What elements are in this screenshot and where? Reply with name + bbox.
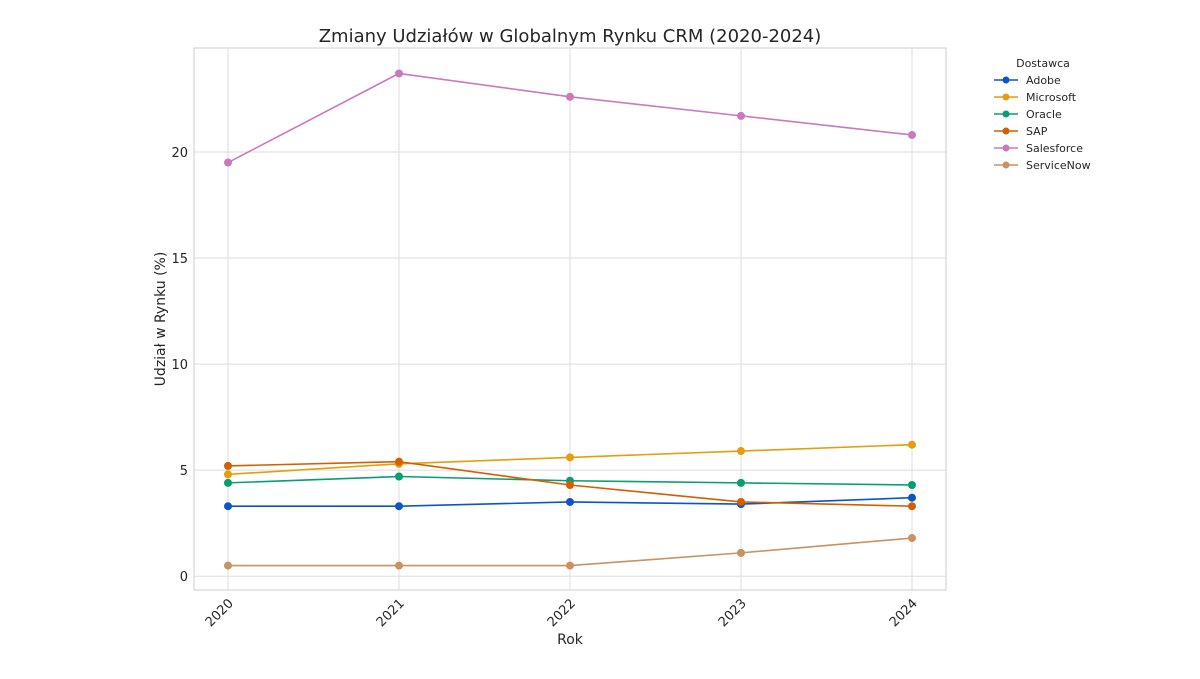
y-ticks: 0 5 10 15 20 [171,146,188,585]
y-axis-label: Udział w Rynku (%) [153,252,169,387]
data-point [395,457,403,466]
legend-entry: Microsoft [1026,91,1077,104]
legend-marker [1002,93,1010,101]
data-point [908,440,916,449]
data-point [566,497,574,506]
y-tick-label: 5 [180,464,188,479]
data-point [224,478,232,487]
data-point [395,69,403,78]
series-servicenow [224,534,916,570]
legend: Dostawca Adobe Microsoft Oracle SAP Salesfor… [994,57,1091,172]
data-point [737,111,745,120]
data-point [395,502,403,511]
x-tick-label: 2021 [374,596,408,630]
legend-marker [1002,161,1010,169]
legend-entry: Oracle [1026,108,1062,121]
data-point [566,561,574,570]
series-lines [224,69,916,570]
chart-title: Zmiany Udziałów w Globalnym Rynku CRM (2… [319,26,822,47]
data-point [908,480,916,489]
series-microsoft [224,440,916,479]
y-tick-label: 20 [171,146,188,161]
data-point [395,472,403,481]
data-point [224,461,232,470]
data-point [908,493,916,502]
data-point [908,534,916,543]
x-tick-label: 2020 [203,596,237,630]
x-axis-label: Rok [557,632,584,648]
data-point [737,447,745,456]
data-point [224,470,232,479]
y-tick-label: 0 [180,570,188,585]
series-adobe [224,493,916,511]
legend-marker [1002,127,1010,135]
legend-entry: Adobe [1026,74,1061,87]
x-ticks: 2020 2021 2022 2023 2024 [203,596,921,630]
legend-marker [1002,110,1010,118]
data-point [224,561,232,570]
legend-marker [1002,144,1010,152]
y-tick-label: 15 [171,252,188,267]
series-salesforce [224,69,916,167]
data-point [908,502,916,511]
data-point [224,502,232,511]
legend-entry: ServiceNow [1026,159,1091,172]
legend-title: Dostawca [1016,57,1070,70]
legend-entry: SAP [1026,125,1048,138]
data-point [566,453,574,462]
x-tick-label: 2024 [887,596,921,630]
data-point [737,478,745,487]
legend-entry: Salesforce [1026,142,1083,155]
data-point [737,548,745,557]
data-point [566,92,574,101]
data-point [395,561,403,570]
data-point [224,158,232,167]
legend-marker [1002,76,1010,84]
x-tick-label: 2023 [716,596,750,630]
series-sap [224,457,916,511]
data-point [908,130,916,139]
y-tick-label: 10 [171,358,188,373]
data-point [737,497,745,506]
data-point [566,480,574,489]
x-tick-label: 2022 [545,596,579,630]
